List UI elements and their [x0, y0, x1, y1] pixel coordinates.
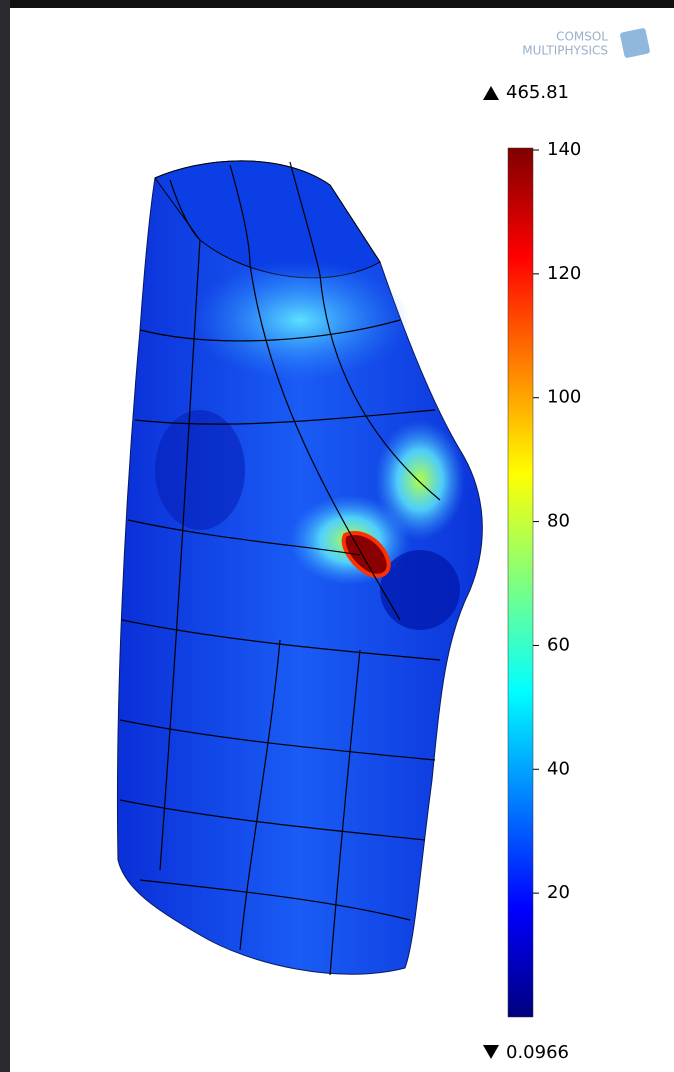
- logo-icon: [620, 28, 651, 59]
- top-frame: [0, 0, 674, 8]
- tick-label: 20: [547, 882, 570, 903]
- min-label: 0.0966: [506, 1042, 569, 1063]
- min-arrow: [483, 1045, 499, 1059]
- tick-label: 140: [547, 139, 581, 160]
- viewport: COMSOL MULTIPHYSICS 465.81 0.0966 20 40 60…: [0, 0, 674, 1072]
- logo: COMSOL MULTIPHYSICS: [522, 28, 650, 59]
- max-arrow: [483, 86, 499, 100]
- tick-label: 120: [547, 263, 581, 284]
- logo-line2: MULTIPHYSICS: [522, 44, 608, 58]
- max-label: 465.81: [506, 82, 569, 103]
- logo-line1: COMSOL: [556, 30, 608, 44]
- tick-label: 60: [547, 634, 570, 655]
- tick-label: 80: [547, 511, 570, 532]
- left-frame: [0, 0, 10, 1072]
- colorbar: [508, 148, 533, 1017]
- tick-label: 40: [547, 758, 570, 779]
- colorbar-ticks: 20 40 60 80 100 120 140: [533, 139, 581, 903]
- model: [117, 161, 482, 975]
- tick-label: 100: [547, 387, 581, 408]
- page: COMSOL MULTIPHYSICS 465.81 0.0966 20 40 60…: [0, 0, 674, 1072]
